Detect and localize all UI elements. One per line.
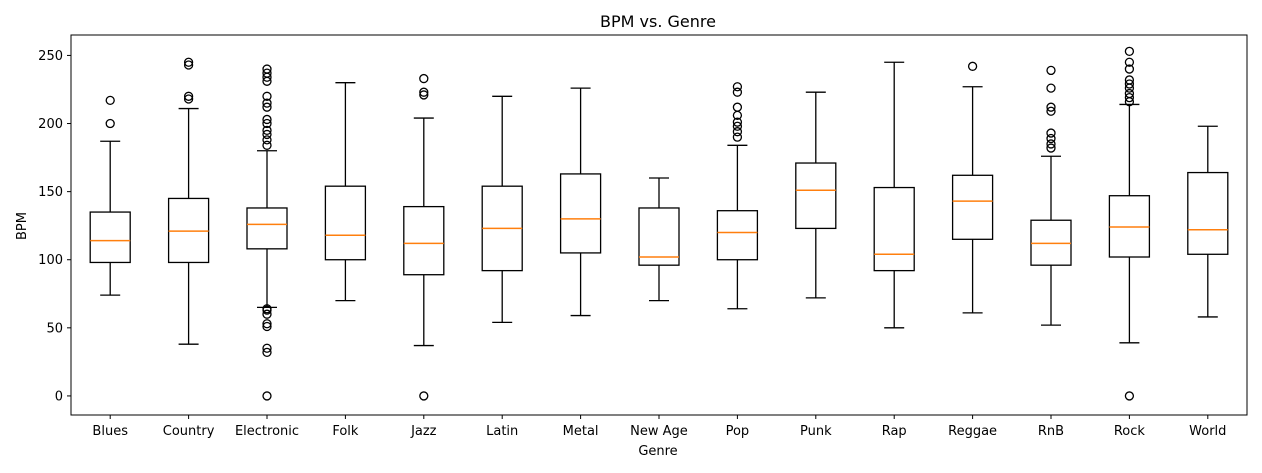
- outlier-point: [262, 98, 272, 108]
- x-tick-label: New Age: [630, 424, 688, 439]
- outlier-point: [967, 61, 978, 71]
- iqr-box: [795, 162, 837, 230]
- y-tick-label: 150: [38, 185, 63, 200]
- iqr-box: [246, 207, 288, 250]
- outlier-point: [732, 117, 743, 127]
- outlier-point: [732, 132, 743, 142]
- outlier-point: [262, 304, 272, 314]
- outlier-point: [419, 73, 429, 84]
- y-tick-label: 0: [55, 389, 63, 404]
- outlier-point: [732, 87, 743, 97]
- outlier-point: [262, 135, 272, 145]
- outlier-point: [262, 391, 272, 401]
- outlier-point: [1046, 83, 1056, 93]
- iqr-box: [638, 207, 680, 266]
- x-tick-label: Rap: [882, 424, 907, 439]
- outlier-point: [1124, 391, 1135, 401]
- outlier-point: [732, 82, 743, 92]
- outlier-point: [262, 64, 272, 74]
- outlier-point: [105, 95, 115, 106]
- outlier-point: [732, 127, 743, 137]
- x-tick-label: World: [1189, 424, 1226, 439]
- iqr-box: [951, 174, 994, 240]
- outlier-point: [732, 121, 743, 131]
- outlier-point: [183, 91, 194, 101]
- outlier-point: [262, 125, 272, 135]
- outlier-point: [262, 91, 272, 101]
- outlier-point: [183, 60, 194, 70]
- x-tick-label: Blues: [92, 424, 128, 439]
- outlier-point: [1124, 88, 1135, 99]
- outlier-point: [419, 391, 429, 401]
- y-tick-label: 50: [46, 321, 63, 336]
- outlier-point: [262, 140, 272, 150]
- iqr-box: [324, 185, 367, 261]
- y-tick-label: 100: [38, 253, 63, 268]
- chart-title: BPM vs. Genre: [600, 12, 716, 31]
- outlier-point: [1124, 93, 1135, 103]
- outlier-point: [262, 347, 272, 357]
- outlier-point: [262, 114, 272, 125]
- outlier-point: [262, 319, 272, 329]
- outlier-point: [262, 129, 272, 140]
- outlier-point: [262, 309, 272, 319]
- outlier-point: [262, 68, 272, 78]
- outlier-point: [262, 321, 272, 332]
- outlier-point: [1046, 133, 1056, 144]
- x-tick-label: Jazz: [410, 424, 437, 439]
- outlier-point: [183, 57, 194, 67]
- outlier-point: [105, 118, 115, 129]
- x-tick-label: Electronic: [235, 424, 299, 439]
- y-axis-label: BPM: [15, 212, 30, 240]
- x-tick-label: Rock: [1114, 424, 1146, 439]
- outlier-point: [183, 94, 194, 104]
- x-axis-label: Genre: [638, 444, 677, 459]
- outlier-point: [1124, 46, 1135, 56]
- x-tick-label: RnB: [1038, 424, 1064, 439]
- outlier-point: [1124, 79, 1135, 89]
- outlier-point: [1046, 143, 1056, 153]
- iqr-box: [1187, 171, 1229, 255]
- x-tick-label: Punk: [800, 424, 832, 439]
- outlier-point: [1124, 64, 1135, 74]
- outlier-point: [262, 118, 272, 129]
- outlier-point: [262, 343, 272, 353]
- x-tick-label: Metal: [563, 424, 599, 439]
- x-tick-label: Folk: [332, 424, 359, 439]
- x-tick-label: Latin: [486, 424, 518, 439]
- y-tick-label: 250: [38, 49, 63, 64]
- x-tick-label: Pop: [726, 424, 750, 439]
- iqr-box: [559, 173, 602, 254]
- outlier-point: [1046, 139, 1056, 149]
- outlier-point: [1124, 75, 1135, 85]
- outlier-point: [1046, 102, 1056, 112]
- outlier-point: [419, 90, 429, 100]
- outlier-point: [1046, 65, 1056, 76]
- outlier-point: [732, 102, 743, 112]
- iqr-box: [89, 211, 131, 264]
- x-tick-label: Reggae: [948, 424, 997, 439]
- x-tick-label: Country: [163, 424, 215, 439]
- iqr-box: [873, 186, 915, 272]
- iqr-box: [716, 210, 759, 261]
- outlier-point: [1046, 128, 1056, 138]
- iqr-box: [403, 205, 445, 276]
- outlier-point: [262, 102, 272, 112]
- outlier-point: [1124, 57, 1135, 67]
- y-tick-label: 200: [38, 117, 63, 132]
- plot-area: 0 50 100 150 200 250 Blues Country Electronic Fol…: [38, 34, 1248, 439]
- outlier-point: [1046, 106, 1056, 116]
- outlier-point: [419, 87, 429, 97]
